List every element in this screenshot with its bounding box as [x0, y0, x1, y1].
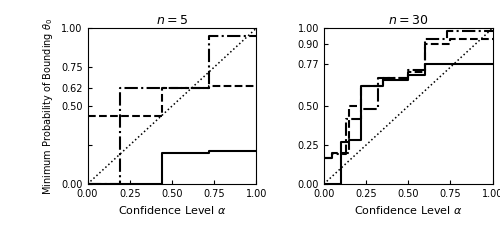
- Title: $n = 5$: $n = 5$: [156, 14, 188, 27]
- Title: $n = 30$: $n = 30$: [388, 14, 428, 27]
- X-axis label: Confidence Level $\alpha$: Confidence Level $\alpha$: [118, 205, 226, 216]
- X-axis label: Confidence Level $\alpha$: Confidence Level $\alpha$: [354, 205, 463, 216]
- Y-axis label: Minimum Probability of Bounding $\theta_0$: Minimum Probability of Bounding $\theta_…: [42, 18, 56, 195]
